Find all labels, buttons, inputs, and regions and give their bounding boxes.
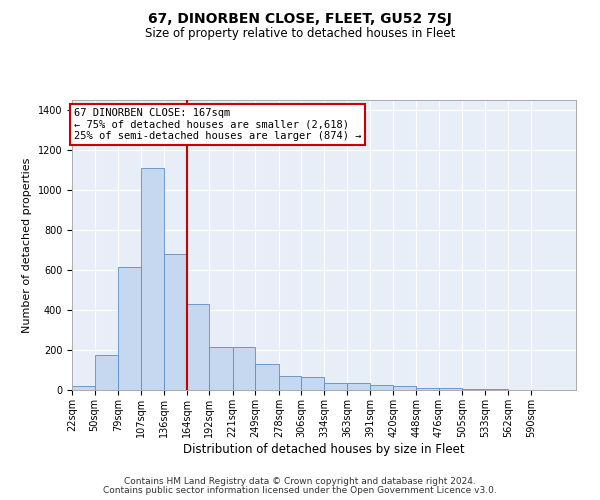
Bar (164, 254, 187, 390)
Bar (462, 389, 485, 390)
Bar (347, 383, 370, 390)
Bar (209, 347, 233, 390)
Text: 67, DINORBEN CLOSE, FLEET, GU52 7SJ: 67, DINORBEN CLOSE, FLEET, GU52 7SJ (148, 12, 452, 26)
Bar (256, 364, 279, 390)
Bar (118, 267, 140, 390)
Bar (72, 386, 95, 390)
Bar (301, 377, 324, 390)
Bar (439, 388, 462, 390)
Bar (394, 386, 416, 390)
X-axis label: Distribution of detached houses by size in Fleet: Distribution of detached houses by size … (183, 442, 465, 456)
Text: 67 DINORBEN CLOSE: 167sqm
← 75% of detached houses are smaller (2,618)
25% of se: 67 DINORBEN CLOSE: 167sqm ← 75% of detac… (74, 108, 361, 141)
Bar (95, 355, 118, 390)
Bar (324, 383, 347, 390)
Text: Contains public sector information licensed under the Open Government Licence v3: Contains public sector information licen… (103, 486, 497, 495)
Y-axis label: Number of detached properties: Number of detached properties (22, 158, 32, 332)
Bar (187, 304, 209, 390)
Bar (485, 389, 508, 390)
Bar (370, 385, 394, 390)
Bar (140, 168, 164, 390)
Bar (233, 347, 256, 390)
Text: Contains HM Land Registry data © Crown copyright and database right 2024.: Contains HM Land Registry data © Crown c… (124, 477, 476, 486)
Bar (416, 388, 439, 390)
Bar (279, 376, 301, 390)
Text: Size of property relative to detached houses in Fleet: Size of property relative to detached ho… (145, 28, 455, 40)
